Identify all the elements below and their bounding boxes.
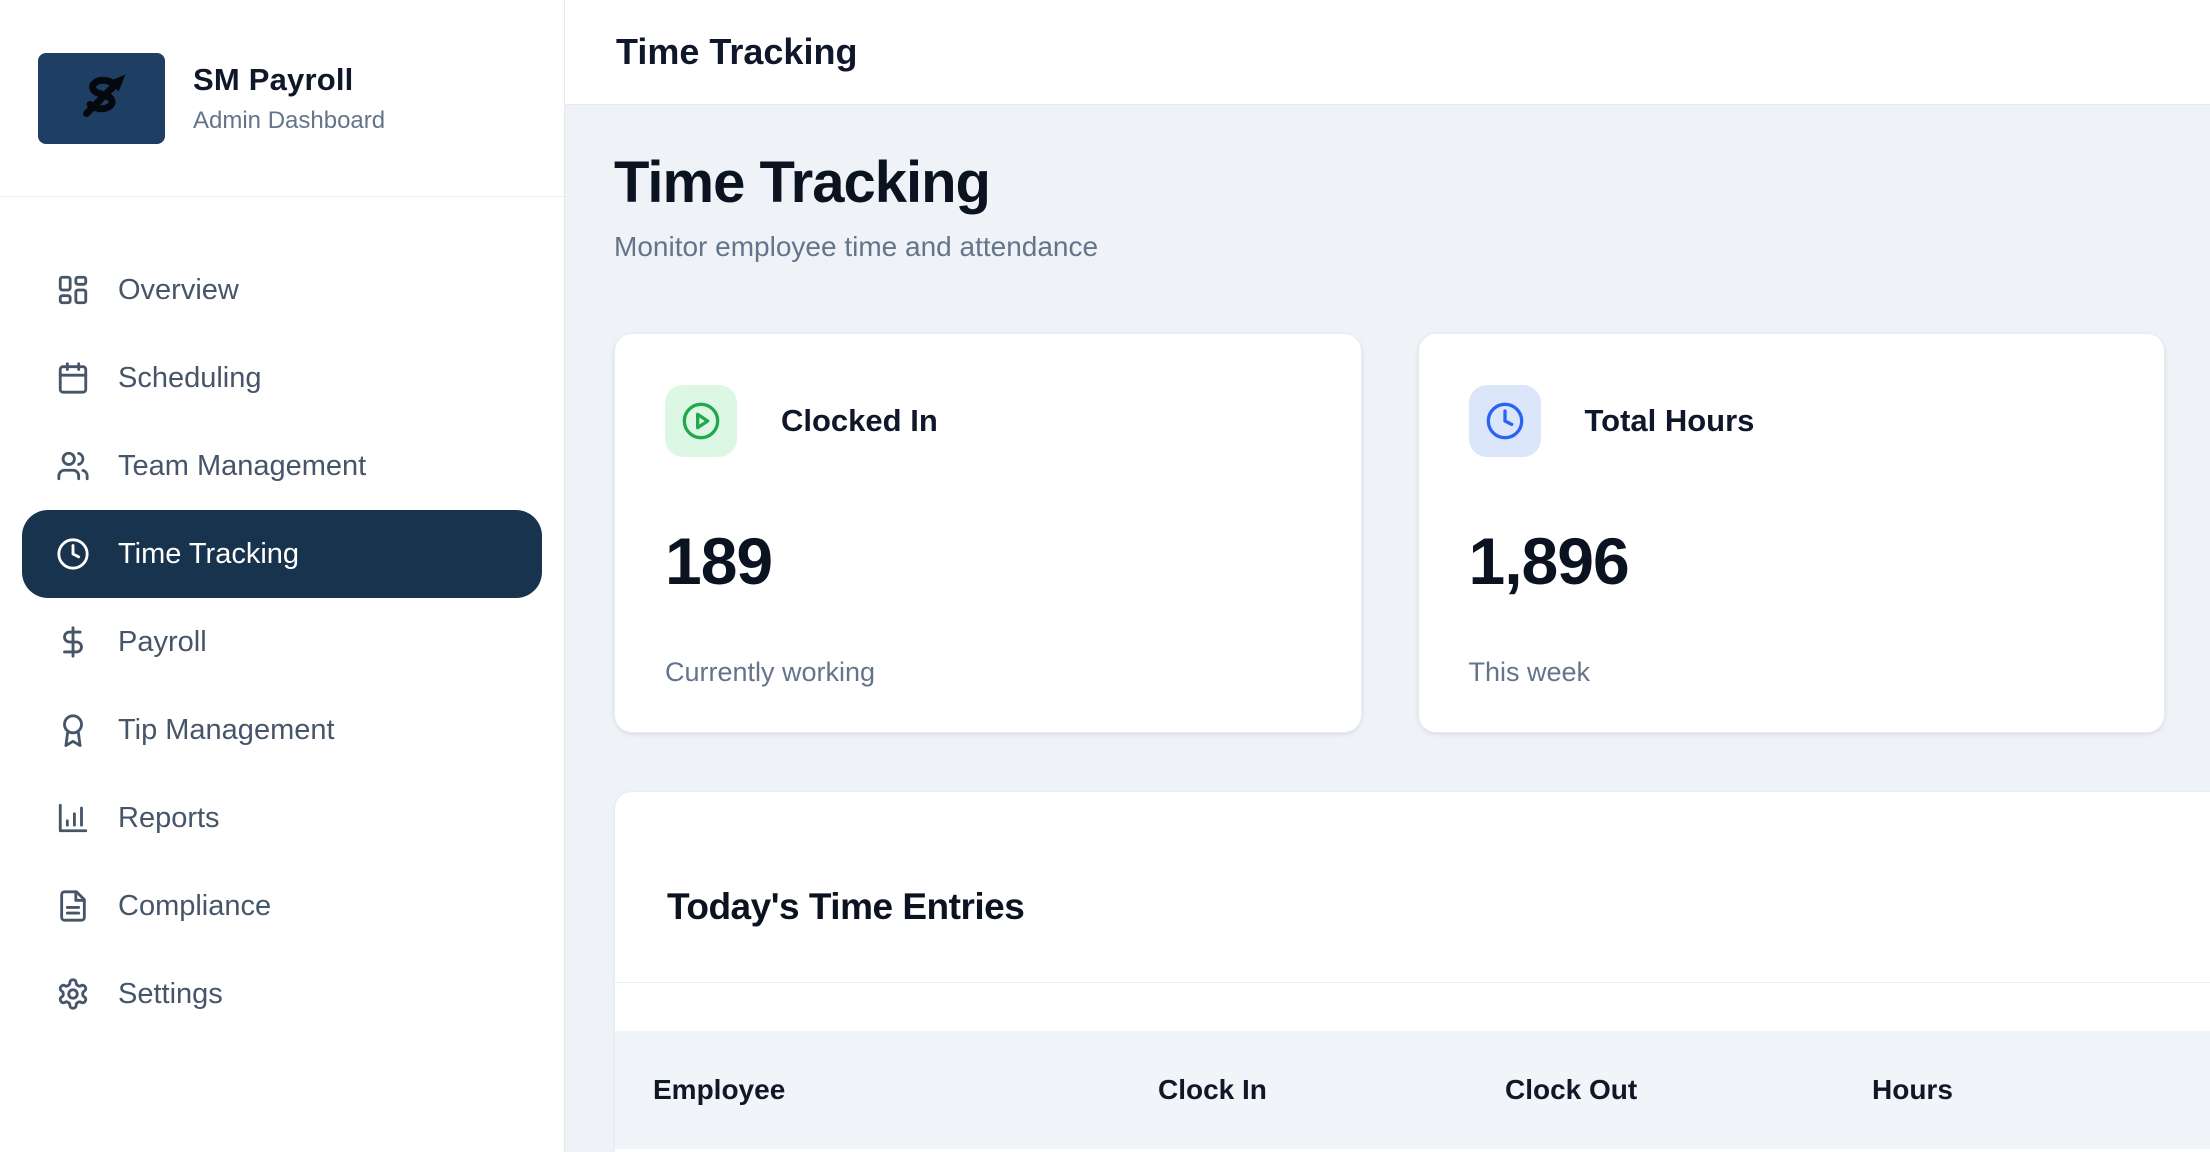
calendar-icon bbox=[56, 361, 90, 395]
sidebar-item-label: Reports bbox=[118, 801, 220, 834]
circle-play-icon bbox=[681, 401, 721, 441]
sidebar: SM Payroll Admin Dashboard Overview Sche… bbox=[0, 0, 565, 1152]
stat-card-header: Clocked In bbox=[665, 384, 1311, 457]
bar-chart-icon bbox=[56, 801, 90, 835]
stats-row: Clocked In 189 Currently working Total H… bbox=[614, 332, 2210, 733]
top-bar: Time Tracking bbox=[565, 0, 2210, 105]
stat-icon-box bbox=[1468, 384, 1541, 457]
sidebar-item-label: Settings bbox=[118, 977, 223, 1010]
stat-caption: Currently working bbox=[665, 656, 876, 687]
sidebar-item-compliance[interactable]: Compliance bbox=[22, 862, 542, 950]
sidebar-item-team-management[interactable]: Team Management bbox=[22, 422, 542, 510]
stat-label: Clocked In bbox=[781, 402, 938, 438]
gear-icon bbox=[56, 977, 90, 1011]
sidebar-item-label: Compliance bbox=[118, 889, 272, 922]
layout-dashboard-icon bbox=[56, 273, 90, 307]
brand-name: SM Payroll bbox=[193, 61, 354, 97]
time-entries-title: Today's Time Entries bbox=[667, 885, 1025, 927]
sidebar-item-label: Scheduling bbox=[118, 361, 262, 394]
stat-value: 189 bbox=[665, 523, 773, 598]
brand-header: SM Payroll Admin Dashboard bbox=[0, 0, 564, 197]
sidebar-item-scheduling[interactable]: Scheduling bbox=[22, 334, 542, 422]
clock-icon bbox=[56, 537, 90, 571]
s-arrow-logo-icon bbox=[71, 67, 133, 129]
main-area: Time Tracking Time Tracking Monitor empl… bbox=[565, 0, 2210, 1152]
stat-icon-box bbox=[665, 384, 737, 457]
brand-subtitle: Admin Dashboard bbox=[193, 106, 386, 134]
time-entries-header: Today's Time Entries bbox=[615, 792, 2210, 982]
award-icon bbox=[56, 713, 90, 747]
sidebar-item-payroll[interactable]: Payroll bbox=[22, 598, 542, 686]
sidebar-nav: Overview Scheduling Team Management bbox=[0, 197, 564, 1038]
sidebar-item-overview[interactable]: Overview bbox=[22, 246, 542, 334]
sidebar-item-label: Team Management bbox=[118, 449, 367, 482]
sidebar-item-reports[interactable]: Reports bbox=[22, 774, 542, 862]
sidebar-item-label: Payroll bbox=[118, 625, 207, 658]
sidebar-item-settings[interactable]: Settings bbox=[22, 950, 542, 1038]
topbar-title: Time Tracking bbox=[616, 31, 858, 72]
spacer bbox=[615, 982, 2210, 1031]
stat-card-total-hours: Total Hours 1,896 This week bbox=[1417, 332, 2165, 733]
page-subtitle: Monitor employee time and attendance bbox=[614, 230, 1099, 262]
sidebar-item-label: Tip Management bbox=[118, 713, 335, 746]
column-header-clock-out: Clock Out bbox=[1505, 1073, 1638, 1105]
file-text-icon bbox=[56, 889, 90, 923]
clock-icon bbox=[1485, 401, 1525, 441]
dollar-sign-icon bbox=[56, 625, 90, 659]
table-header-row: Employee Clock In Clock Out Hours bbox=[615, 1030, 2210, 1149]
brand-logo bbox=[38, 52, 165, 144]
stat-card-clocked-in: Clocked In 189 Currently working bbox=[614, 332, 1362, 733]
column-header-clock-in: Clock In bbox=[1158, 1073, 1267, 1105]
stat-value: 1,896 bbox=[1468, 523, 1630, 598]
page-header: Time Tracking Monitor employee time and … bbox=[614, 151, 2210, 263]
sidebar-item-time-tracking[interactable]: Time Tracking bbox=[22, 510, 542, 598]
sidebar-item-label: Time Tracking bbox=[118, 537, 300, 570]
page-title: Time Tracking bbox=[614, 150, 991, 215]
divider bbox=[615, 981, 2210, 983]
stat-caption: This week bbox=[1468, 656, 1591, 687]
sidebar-item-tip-management[interactable]: Tip Management bbox=[22, 686, 542, 774]
stat-label: Total Hours bbox=[1584, 402, 1755, 438]
content-area: Time Tracking Monitor employee time and … bbox=[565, 105, 2210, 1152]
time-entries-card: Today's Time Entries Employee Clock In C… bbox=[614, 790, 2210, 1152]
brand-text: SM Payroll Admin Dashboard bbox=[193, 62, 385, 135]
sidebar-item-label: Overview bbox=[118, 273, 239, 306]
users-icon bbox=[56, 449, 90, 483]
column-header-hours: Hours bbox=[1872, 1073, 1953, 1105]
column-header-employee: Employee bbox=[653, 1073, 786, 1105]
stat-card-header: Total Hours bbox=[1468, 384, 2115, 457]
